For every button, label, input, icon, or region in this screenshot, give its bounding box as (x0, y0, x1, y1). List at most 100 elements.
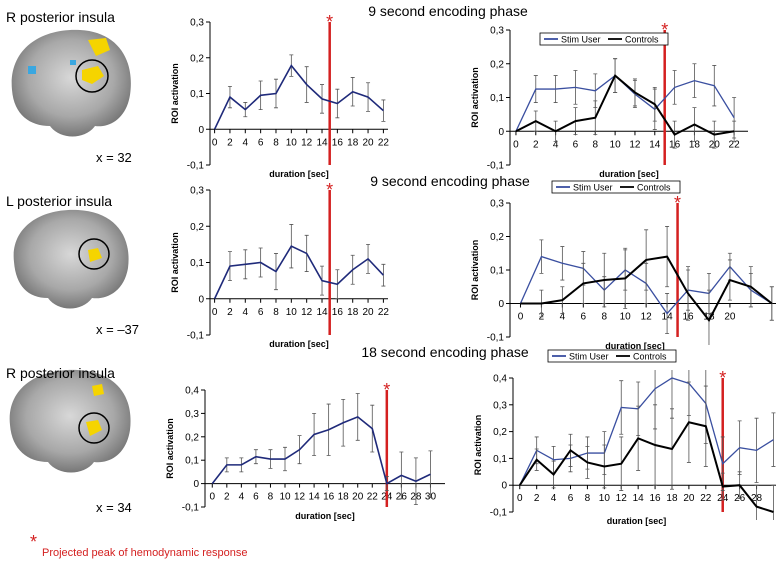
x-tick-label: 0 (212, 307, 218, 318)
y-axis-label: ROI activation (470, 240, 480, 301)
y-tick-label: 0,3 (190, 18, 204, 29)
y-tick-label: 0,1 (190, 258, 204, 269)
y-tick-label: 0,1 (490, 266, 504, 277)
legend-label: Controls (633, 352, 667, 362)
y-tick-label: 0,1 (493, 454, 507, 465)
y-tick-label: 0,3 (490, 26, 504, 37)
y-tick-label: 0 (501, 481, 507, 492)
y-tick-label: 0,2 (490, 232, 504, 243)
x-tick-label: 22 (700, 493, 712, 504)
x-tick-label: 0 (212, 137, 218, 148)
x-tick-label: 8 (601, 312, 607, 323)
series-line (215, 66, 384, 130)
legend-label: Controls (625, 35, 659, 45)
x-axis-label: duration [sec] (295, 511, 355, 521)
x-tick-label: 12 (629, 139, 641, 150)
legend-label: Controls (637, 183, 671, 193)
x-tick-label: 6 (253, 492, 259, 503)
x-axis-label: duration [sec] (599, 169, 659, 179)
x-tick-label: 14 (633, 493, 645, 504)
legend-label: Stim User (569, 352, 609, 362)
x-tick-label: 4 (239, 492, 245, 503)
chart-title: 18 second encoding phase (361, 344, 529, 360)
x-tick-label: 16 (650, 493, 662, 504)
x-tick-label: 2 (224, 492, 230, 503)
x-tick-label: 8 (273, 307, 279, 318)
chart: -0,100,10,20,30,402468101214161820222426… (473, 338, 776, 539)
x-tick-label: 8 (593, 139, 599, 150)
x-axis-label: duration [sec] (269, 169, 329, 179)
plot-area (212, 394, 432, 505)
x-tick-label: 20 (362, 307, 374, 318)
plot-area (215, 224, 386, 298)
series-line (212, 417, 430, 484)
x-tick-label: 2 (534, 493, 540, 504)
x-axis-label: duration [sec] (605, 341, 665, 351)
y-tick-label: -0,1 (187, 331, 205, 342)
x-tick-label: 12 (301, 137, 313, 148)
y-tick-label: -0,1 (187, 161, 205, 172)
y-tick-label: 0 (498, 127, 504, 138)
x-tick-label: 16 (332, 137, 344, 148)
x-tick-label: 20 (724, 312, 736, 323)
x-tick-label: 10 (279, 492, 291, 503)
y-axis-label: ROI activation (470, 67, 480, 128)
x-tick-label: 14 (309, 492, 321, 503)
peak-marker: * (326, 12, 333, 32)
y-tick-label: 0 (198, 125, 204, 136)
x-tick-label: 20 (352, 492, 364, 503)
x-tick-label: 8 (585, 493, 591, 504)
figure: R posterior insula x = 32 L posterior in… (0, 0, 776, 564)
plot-area (516, 59, 736, 148)
region-label: L posterior insula (6, 193, 112, 209)
y-tick-label: 0,2 (190, 222, 204, 233)
footnote-symbol: * (30, 532, 37, 552)
x-tick-label: 10 (286, 137, 298, 148)
brain-slice (10, 370, 131, 473)
x-tick-label: 6 (258, 137, 264, 148)
y-tick-label: 0,2 (190, 53, 204, 64)
x-tick-label: 14 (649, 139, 661, 150)
y-tick-label: 0,3 (490, 199, 504, 210)
coordinate-label: x = –37 (96, 322, 139, 337)
series-line (516, 76, 734, 135)
page: {"peak_marker":"*", "footnote":"Projecte… (0, 0, 776, 564)
x-tick-label: 22 (378, 137, 390, 148)
x-tick-label: 10 (599, 493, 611, 504)
y-tick-label: 0,2 (185, 432, 199, 443)
y-axis-label: ROI activation (473, 415, 483, 476)
y-tick-label: 0,1 (185, 456, 199, 467)
x-tick-label: 16 (332, 307, 344, 318)
x-tick-label: 6 (258, 307, 264, 318)
peak-marker: * (383, 380, 390, 400)
y-tick-label: 0,3 (185, 409, 199, 420)
y-tick-label: 0,4 (185, 386, 199, 397)
x-tick-label: 10 (620, 312, 632, 323)
x-tick-label: 16 (323, 492, 335, 503)
peak-marker: * (326, 180, 333, 200)
x-axis-label: duration [sec] (269, 339, 329, 349)
y-tick-label: -0,1 (487, 161, 505, 172)
y-tick-label: -0,1 (487, 333, 505, 344)
y-axis-label: ROI activation (170, 63, 180, 124)
plot-area (215, 55, 386, 129)
x-tick-label: 2 (533, 139, 539, 150)
y-tick-label: 0 (193, 479, 199, 490)
y-tick-label: 0,1 (190, 89, 204, 100)
x-tick-label: 2 (227, 307, 233, 318)
x-tick-label: 4 (243, 137, 249, 148)
region-label: R posterior insula (6, 9, 115, 25)
chart: -0,100,10,20,30246810121416182022duratio… (470, 20, 748, 179)
x-tick-label: 18 (347, 307, 359, 318)
x-tick-label: 12 (641, 312, 653, 323)
y-tick-label: 0 (198, 294, 204, 305)
x-tick-label: 6 (581, 312, 587, 323)
y-tick-label: 0,2 (490, 59, 504, 70)
x-axis-label: duration [sec] (607, 516, 667, 526)
y-tick-label: 0,2 (493, 427, 507, 438)
x-tick-label: 0 (209, 492, 215, 503)
footnote: Projected peak of hemodynamic response (42, 547, 247, 559)
plot-area (520, 338, 776, 539)
chart-title: 9 second encoding phase (368, 3, 528, 19)
y-tick-label: 0 (498, 299, 504, 310)
